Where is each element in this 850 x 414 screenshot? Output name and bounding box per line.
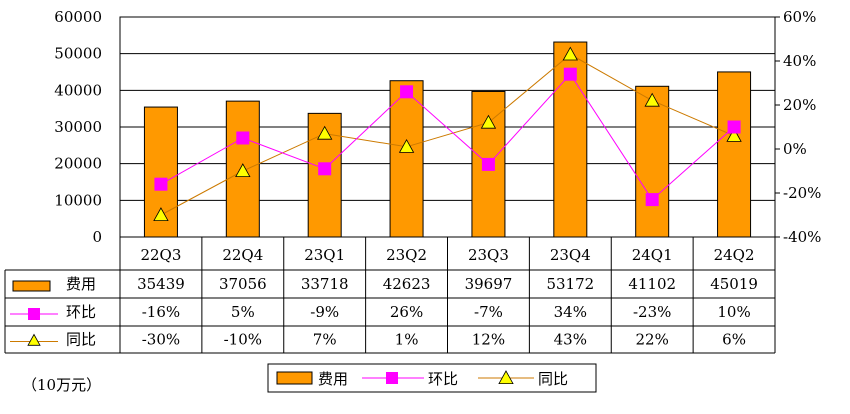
marker-同比-22Q4 — [235, 163, 251, 178]
row-key-fee — [12, 280, 51, 292]
y-right-tick-label: -40% — [783, 228, 821, 246]
table-cell: 41102 — [628, 275, 676, 293]
table-cell: 33718 — [301, 275, 349, 293]
table-cell: 12% — [472, 331, 505, 349]
marker-环比-24Q2 — [727, 120, 741, 134]
x-tick-label: 24Q1 — [632, 246, 673, 264]
marker-环比-23Q2 — [400, 85, 414, 99]
y-right-tick-label: 0% — [783, 140, 807, 158]
y-right-tick-label: -20% — [783, 184, 821, 202]
y-right-tick-label: 20% — [783, 96, 816, 114]
y-left-tick-label: 40000 — [54, 81, 102, 99]
y-right-tick-label: 60% — [783, 8, 816, 26]
marker-环比-23Q4 — [563, 67, 577, 81]
row-key-yoy-marker — [27, 333, 41, 346]
table-cell: -23% — [633, 303, 671, 321]
x-tick-label: 22Q4 — [222, 246, 263, 264]
legend-label: 环比 — [428, 370, 458, 388]
x-tick-label: 23Q2 — [386, 246, 427, 264]
line-环比 — [160, 73, 735, 201]
marker-环比-22Q3 — [154, 177, 168, 191]
table-cell: -7% — [474, 303, 503, 321]
table-row-label: 环比 — [66, 303, 96, 321]
table-cell: 45019 — [710, 275, 758, 293]
table-cell: -30% — [142, 331, 180, 349]
x-tick-label: 23Q4 — [550, 246, 591, 264]
table-cell: -16% — [142, 303, 180, 321]
table-cell: 43% — [554, 331, 587, 349]
x-tick-label: 23Q3 — [468, 246, 509, 264]
marker-同比-23Q2 — [398, 138, 415, 153]
marker-同比-24Q2 — [726, 127, 742, 142]
table-cell: 34% — [554, 303, 587, 321]
marker-环比-22Q4 — [236, 131, 250, 145]
marker-同比-23Q3 — [480, 114, 497, 129]
marker-同比-23Q4 — [562, 46, 578, 61]
y-right-tick-label: 40% — [783, 52, 816, 70]
legend-label: 费用 — [318, 370, 348, 388]
marker-同比-24Q1 — [644, 92, 660, 107]
row-key-mom-marker — [28, 308, 40, 320]
table-cell: 22% — [636, 331, 669, 349]
table-cell: 39697 — [465, 275, 513, 293]
marker-同比-23Q1 — [317, 125, 333, 140]
table-cell: 7% — [313, 331, 337, 349]
line-同比 — [160, 53, 735, 216]
legend-box — [267, 363, 597, 393]
line-series — [153, 46, 742, 222]
table-cell: 10% — [717, 303, 750, 321]
legend-key-mom-marker — [386, 372, 398, 384]
bar-series — [143, 41, 752, 238]
y-left-tick-label: 50000 — [54, 45, 102, 63]
table-cell: 35439 — [137, 275, 185, 293]
y-left-tick-label: 0 — [92, 228, 102, 246]
marker-同比-22Q3 — [153, 207, 169, 222]
table-cell: 53172 — [546, 275, 594, 293]
bar-23Q2 — [389, 80, 424, 238]
y-left-tick-label: 20000 — [54, 155, 102, 173]
table-cell: -9% — [310, 303, 339, 321]
table-row-label: 同比 — [66, 331, 96, 349]
y-left-tick-label: 10000 — [54, 191, 102, 209]
bar-24Q1 — [635, 85, 670, 238]
table-cell: 26% — [390, 303, 423, 321]
table-cell: 42623 — [383, 275, 431, 293]
bar-24Q2 — [717, 71, 752, 238]
table-cell: -10% — [224, 331, 262, 349]
y-left-tick-label: 30000 — [54, 118, 102, 136]
y-left-tick-label: 60000 — [54, 8, 102, 26]
unit-note: （10万元） — [22, 376, 101, 394]
legend-key-yoy-marker — [498, 370, 514, 385]
data-table: 22Q3 22Q4 23Q1 23Q2 23Q3 23Q4 24Q1 24Q2 费用 35439 3… — [4, 236, 776, 354]
x-tick-label: 23Q1 — [304, 246, 345, 264]
table-cell: 5% — [231, 303, 255, 321]
axes: 60000 50000 40000 30000 20000 10000 0 60% 40% 20%… — [54, 8, 821, 246]
table-cell: 37056 — [219, 275, 267, 293]
table-cell: 1% — [395, 331, 419, 349]
marker-环比-23Q1 — [318, 162, 332, 176]
x-tick-label: 24Q2 — [714, 246, 755, 264]
table-cell: 6% — [722, 331, 746, 349]
marker-环比-23Q3 — [481, 157, 495, 171]
table-row-label: 费用 — [66, 275, 96, 293]
legend: 费用 环比 同比 — [267, 363, 597, 393]
gridlines — [120, 16, 775, 238]
marker-环比-24Q1 — [645, 193, 659, 207]
legend-key-fee — [276, 371, 313, 385]
legend-label: 同比 — [538, 370, 568, 388]
x-tick-label: 22Q3 — [140, 246, 181, 264]
